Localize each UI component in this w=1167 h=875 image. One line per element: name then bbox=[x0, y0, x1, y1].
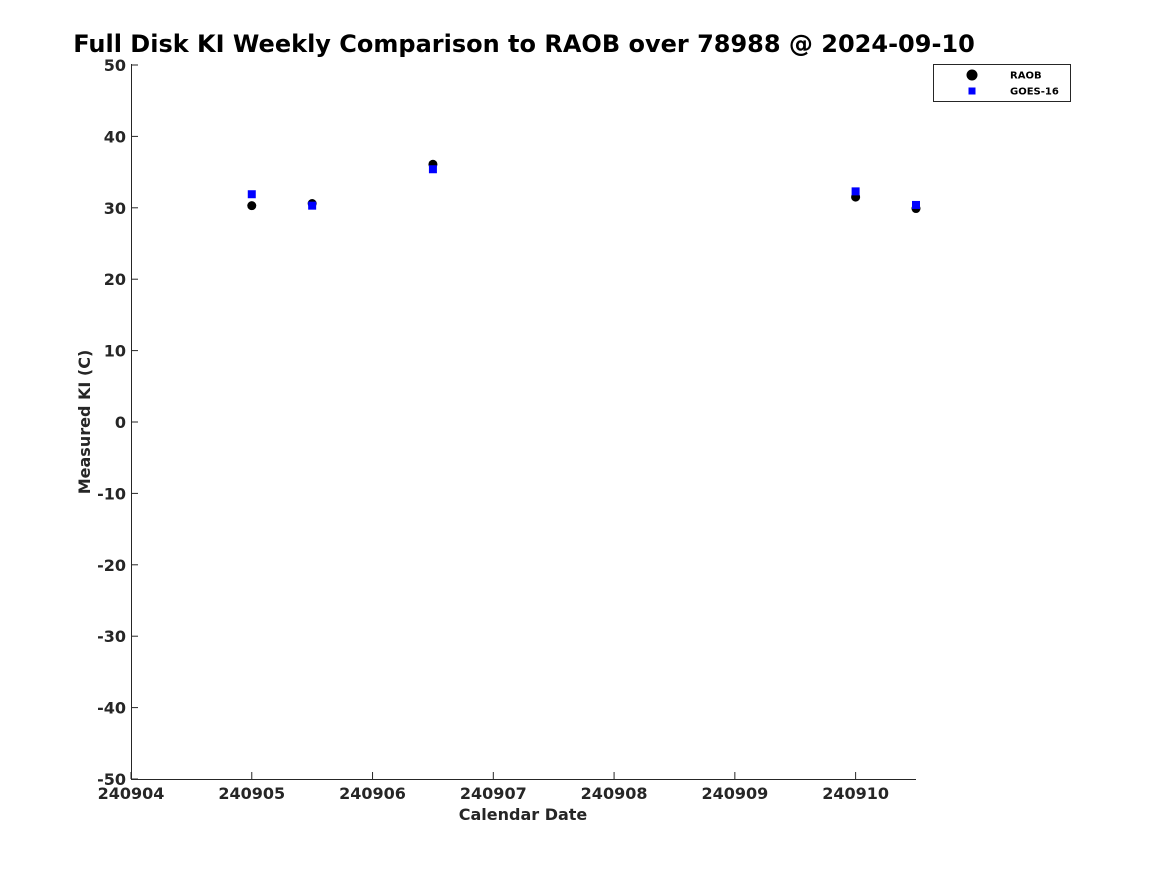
y-tick-label: 30 bbox=[104, 199, 126, 218]
data-series bbox=[247, 159, 921, 214]
x-axis-ticks: 240904 240905 240906 240907 240908 240909 2409… bbox=[98, 772, 889, 803]
goes-16-point bbox=[308, 201, 317, 210]
y-tick-label: -50 bbox=[97, 770, 126, 789]
goes-16-point bbox=[428, 165, 437, 174]
x-axis-label: Calendar Date bbox=[459, 805, 588, 824]
x-tick-label: 240906 bbox=[339, 784, 406, 803]
y-tick-label: 10 bbox=[104, 342, 126, 361]
legend-goes-16-marker bbox=[968, 87, 976, 95]
x-tick-label: 240907 bbox=[460, 784, 527, 803]
legend-label: RAOB bbox=[1010, 71, 1042, 82]
y-tick-label: -20 bbox=[97, 556, 126, 575]
y-tick-label: 50 bbox=[104, 56, 126, 75]
x-tick-label: 240909 bbox=[701, 784, 768, 803]
legend-items: RAOB GOES-16 bbox=[966, 69, 1059, 98]
x-tick-label: 240904 bbox=[98, 784, 165, 803]
y-tick-label: -40 bbox=[97, 699, 126, 718]
chart-title: Full Disk KI Weekly Comparison to RAOB o… bbox=[73, 30, 975, 58]
raob-point bbox=[247, 201, 257, 211]
x-tick-label: 240905 bbox=[218, 784, 285, 803]
legend: RAOB GOES-16 bbox=[933, 64, 1071, 102]
series-goes-16 bbox=[247, 165, 920, 210]
legend-raob-marker bbox=[966, 69, 978, 81]
y-tick-label: 0 bbox=[115, 413, 126, 432]
y-tick-label: 20 bbox=[104, 270, 126, 289]
goes-16-point bbox=[247, 190, 256, 199]
x-tick-label: 240910 bbox=[822, 784, 889, 803]
goes-16-point bbox=[851, 187, 860, 196]
y-tick-label: -30 bbox=[97, 627, 126, 646]
x-tick-label: 240908 bbox=[581, 784, 648, 803]
y-axis-ticks: 50 40 30 20 10 0 -10 -20 -30 -40 -50 bbox=[97, 56, 138, 789]
y-axis-label: Measured KI (C) bbox=[75, 350, 94, 495]
y-tick-label: -10 bbox=[97, 484, 126, 503]
legend-box bbox=[933, 64, 1071, 102]
series-raob bbox=[247, 159, 921, 214]
y-tick-label: 40 bbox=[104, 127, 126, 146]
goes-16-point bbox=[912, 200, 920, 209]
legend-label: GOES-16 bbox=[1010, 87, 1059, 98]
